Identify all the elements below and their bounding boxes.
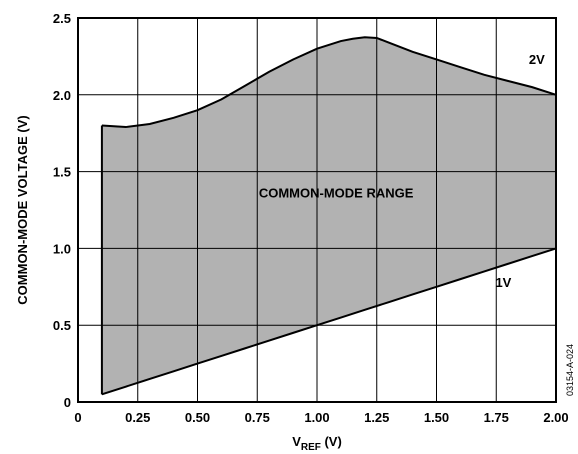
upper-boundary-line (101, 36, 557, 129)
x-tick-label: 1.00 (304, 410, 329, 425)
common-mode-region (101, 37, 557, 395)
x-tick-label: 1.25 (364, 410, 389, 425)
y-tick-label: 2.0 (53, 88, 71, 103)
y-axis-label: COMMON-MODE VOLTAGE (V) (15, 115, 30, 304)
x-tick-label: 0.25 (125, 410, 150, 425)
y-tick-label: 1.0 (53, 241, 71, 256)
y-tick-label: 1.5 (53, 165, 71, 180)
y-tick-label: 0 (64, 395, 71, 410)
x-axis-label-subscript: REF (301, 442, 321, 453)
y-tick-label: 0.5 (53, 318, 71, 333)
lower-boundary-line (101, 247, 557, 396)
x-tick-label: 0.50 (185, 410, 210, 425)
x-axis-label-main: V (292, 434, 301, 449)
y-tick-label: 2.5 (53, 11, 71, 26)
x-tick-label: 1.75 (484, 410, 509, 425)
region-annotation: COMMON-MODE RANGE (259, 186, 414, 201)
figure-id: 03154-A-024 (565, 344, 575, 396)
upper-curve-label: 2V (529, 52, 545, 67)
x-tick-label: 1.50 (424, 410, 449, 425)
x-axis-label: VREF (V) (292, 434, 342, 453)
plot-frame (77, 17, 557, 403)
x-tick-label: 0 (74, 410, 81, 425)
lower-curve-label: 1V (495, 275, 511, 290)
x-axis-label-unit: (V) (321, 434, 342, 449)
x-tick-label: 0.75 (245, 410, 270, 425)
x-tick-label: 2.00 (543, 410, 568, 425)
